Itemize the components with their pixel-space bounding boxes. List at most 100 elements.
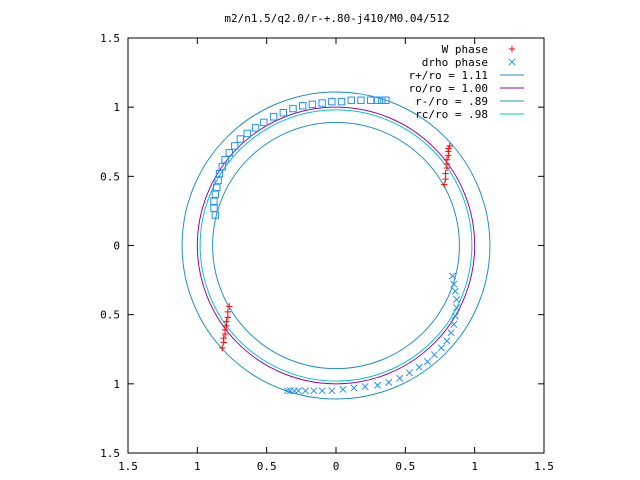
data-point <box>318 99 326 107</box>
data-point <box>443 337 451 345</box>
y-tick-label: 1.5 <box>100 32 120 45</box>
data-point <box>347 96 355 104</box>
y-tick-label: 1 <box>113 378 120 391</box>
circle-1.11 <box>181 91 491 400</box>
y-tick-label: 1.5 <box>100 447 120 460</box>
data-point <box>283 387 292 395</box>
data-point <box>318 387 326 395</box>
data-point <box>221 326 229 334</box>
data-point <box>446 142 453 150</box>
x-tick-label: 1.5 <box>534 460 554 473</box>
reference-circles <box>181 91 491 400</box>
data-point <box>211 211 220 219</box>
data-point <box>279 109 288 117</box>
data-point <box>374 381 382 389</box>
data-points <box>210 96 461 395</box>
circle-0.89 <box>212 121 460 370</box>
data-point <box>211 190 220 199</box>
data-point <box>289 104 297 113</box>
data-point <box>310 387 318 395</box>
data-point <box>442 175 449 183</box>
x-tick-label: 0.5 <box>257 460 277 473</box>
data-point <box>366 96 375 104</box>
data-point <box>450 280 458 288</box>
legend-label: r-/ro = .89 <box>415 95 488 108</box>
legend-marker <box>508 45 516 53</box>
data-point <box>337 97 346 106</box>
data-point <box>382 96 390 104</box>
data-point <box>339 385 347 393</box>
circle-0.98 <box>199 109 473 382</box>
data-point <box>218 162 226 171</box>
data-point <box>357 96 365 104</box>
data-point <box>223 318 230 325</box>
data-point <box>299 102 307 110</box>
legend-marker <box>508 58 516 66</box>
data-point <box>213 183 221 192</box>
data-point <box>236 135 245 143</box>
data-point <box>385 378 393 387</box>
data-point <box>215 169 224 178</box>
data-point <box>450 320 458 328</box>
data-point <box>350 384 358 392</box>
data-point <box>453 304 461 312</box>
y-tick-label: 0.5 <box>100 170 120 183</box>
data-point <box>220 334 227 342</box>
data-point <box>405 369 414 377</box>
data-point <box>328 97 336 106</box>
data-point <box>415 363 423 371</box>
data-point <box>210 197 218 205</box>
data-point <box>396 374 404 382</box>
x-tick-label: 0 <box>333 460 340 473</box>
y-tick-label: 1 <box>113 101 120 114</box>
data-point <box>373 96 382 104</box>
data-point <box>453 295 461 304</box>
legend-label: r+/ro = 1.11 <box>409 69 488 82</box>
legend-label: rc/ro = .98 <box>415 108 488 121</box>
data-point <box>378 96 386 104</box>
axis-ticks: 1.5 1 0.5 0 0.5 1 1.51.510.500.511.5 <box>100 32 554 473</box>
data-point <box>214 176 222 185</box>
chart-title: m2/n1.5/q2.0/r-+.80-j410/M0.04/512 <box>224 12 449 25</box>
data-point <box>448 272 457 280</box>
circle-1 <box>196 106 476 385</box>
data-point <box>301 387 310 395</box>
data-point <box>286 387 294 395</box>
data-point <box>219 344 226 352</box>
data-point <box>451 312 459 320</box>
data-point <box>430 351 439 359</box>
data-point <box>231 142 239 150</box>
data-point <box>443 156 451 163</box>
data-point <box>308 100 317 109</box>
data-point <box>437 344 445 352</box>
x-tick-label: 1.5 <box>118 460 138 473</box>
data-point <box>210 204 218 212</box>
data-point <box>224 308 232 316</box>
y-tick-label: 0 <box>113 240 120 253</box>
data-point <box>260 118 268 127</box>
data-point <box>445 145 452 152</box>
legend-label: W phase <box>442 43 488 56</box>
data-point <box>442 170 449 177</box>
data-point <box>423 358 432 366</box>
x-tick-label: 0.5 <box>395 460 415 473</box>
data-point <box>225 149 233 157</box>
x-tick-label: 1 <box>471 460 478 473</box>
data-point <box>451 287 459 295</box>
data-point <box>440 181 448 188</box>
data-point <box>269 113 278 121</box>
data-point <box>361 383 369 391</box>
data-point <box>226 303 233 310</box>
data-point <box>221 156 229 164</box>
legend-label: ro/ro = 1.00 <box>409 82 488 95</box>
data-point <box>328 387 336 395</box>
data-point <box>224 314 232 321</box>
y-tick-label: 0.5 <box>100 309 120 322</box>
legend-label: drho phase <box>422 56 488 69</box>
data-point <box>447 329 455 337</box>
x-tick-label: 1 <box>194 460 201 473</box>
data-point <box>251 124 260 132</box>
data-point <box>243 129 251 138</box>
